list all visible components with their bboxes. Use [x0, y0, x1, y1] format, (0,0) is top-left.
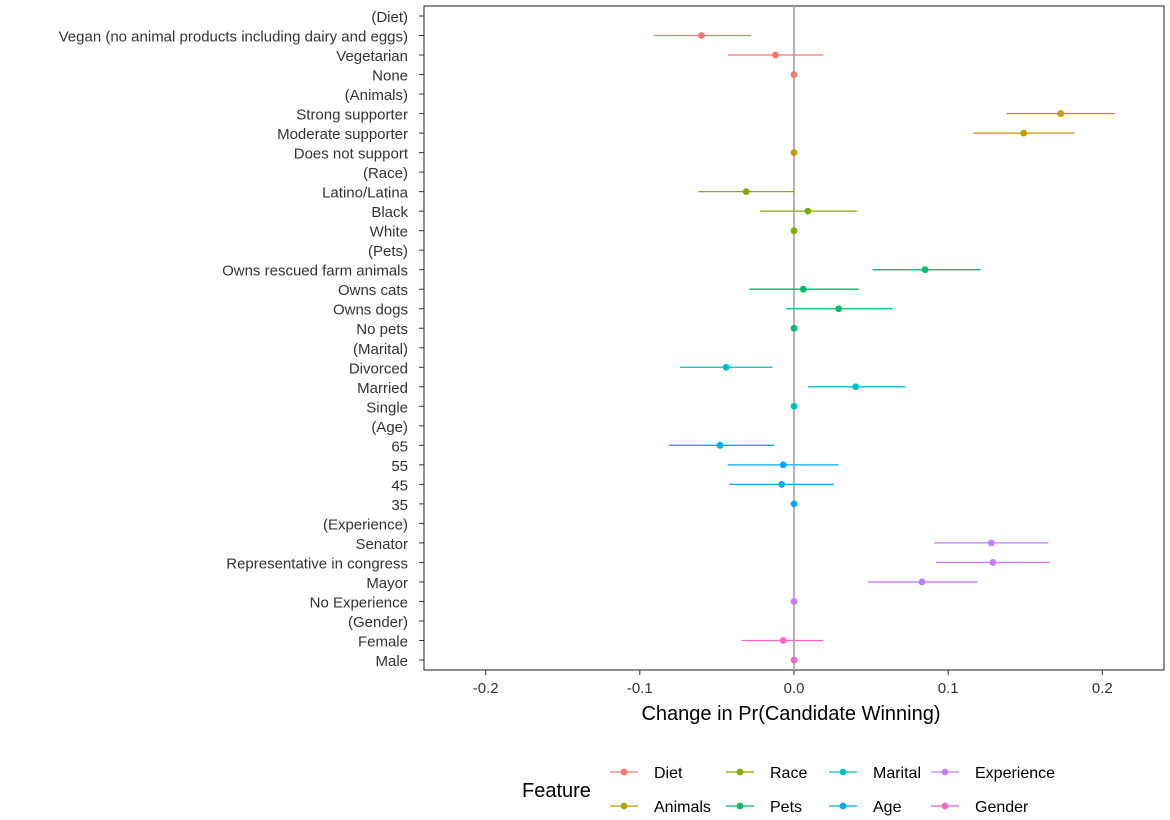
x-axis-title: Change in Pr(Candidate Winning) [641, 703, 940, 725]
point-estimate [779, 637, 787, 644]
legend-key-point [839, 802, 847, 810]
point-estimate [790, 656, 798, 664]
legend-key-point [620, 802, 628, 810]
point-estimate [852, 383, 860, 391]
point-estimate [1057, 110, 1065, 117]
y-tick-label: Strong supporter [296, 107, 408, 124]
legend: Feature Diet Race Marital Experience Animals… [522, 765, 1055, 816]
legend-entry-label: Gender [975, 799, 1029, 816]
y-tick-label: None [372, 68, 408, 85]
point-estimate [790, 598, 798, 605]
point-estimate [742, 188, 750, 196]
x-tick-label: -0.2 [473, 680, 499, 697]
y-tick-label: Vegetarian [336, 48, 408, 65]
point-estimate [790, 227, 798, 235]
y-axis-labels: (Diet) Vegan (no animal products includin… [59, 9, 424, 670]
y-tick-label: Senator [355, 536, 408, 553]
y-tick-label: (Marital) [353, 341, 408, 358]
y-tick-label: (Age) [371, 419, 408, 436]
y-tick-label: 65 [391, 438, 408, 455]
legend-key-point [941, 802, 949, 810]
y-tick-label: Owns dogs [333, 302, 408, 319]
point-estimate [779, 461, 787, 469]
y-tick-label: (Gender) [348, 614, 408, 631]
legend-entry-label: Marital [873, 765, 921, 782]
legend-key-point [941, 768, 949, 776]
y-tick-label: Representative in congress [226, 555, 408, 572]
y-tick-label: Owns cats [338, 282, 408, 299]
legend-entry-label: Diet [654, 765, 683, 782]
x-axis: -0.2 -0.1 0.0 0.1 0.2 [473, 670, 1113, 697]
y-tick-label: No Experience [310, 594, 408, 611]
point-estimate [987, 539, 995, 547]
point-estimate [772, 51, 779, 59]
x-tick-label: 0.0 [784, 680, 805, 697]
legend-entry-label: Race [770, 765, 807, 782]
legend-key-point [736, 768, 744, 776]
y-tick-label: Single [366, 399, 408, 416]
point-estimate [698, 32, 705, 39]
point-estimate [918, 578, 926, 586]
point-estimate [790, 324, 798, 332]
y-tick-label: (Animals) [345, 87, 408, 104]
point-estimate [716, 441, 724, 449]
x-tick-label: 0.2 [1092, 680, 1113, 697]
x-tick-label: -0.1 [627, 680, 653, 697]
point-estimate [1020, 129, 1028, 137]
y-tick-label: 55 [391, 458, 408, 475]
y-tick-label: No pets [356, 321, 408, 338]
y-tick-label: Married [357, 380, 408, 397]
y-tick-label: 35 [391, 497, 408, 514]
y-tick-label: (Pets) [368, 243, 408, 260]
y-tick-label: Latino/Latina [322, 185, 409, 202]
point-estimate [835, 305, 843, 313]
y-tick-label: Owns rescued farm animals [222, 263, 408, 280]
legend-key-point [839, 768, 847, 776]
y-tick-label: Female [358, 633, 408, 650]
y-tick-label: Black [371, 204, 408, 221]
y-tick-label: (Experience) [323, 516, 408, 533]
point-estimate [790, 149, 798, 157]
y-tick-label: Does not support [294, 146, 409, 163]
y-tick-label: Vegan (no animal products including dair… [59, 29, 408, 46]
legend-entry-label: Animals [654, 799, 711, 816]
point-estimate [778, 480, 786, 488]
y-tick-label: Mayor [366, 575, 408, 592]
point-estimate [804, 207, 812, 215]
y-tick-label: Moderate supporter [277, 126, 408, 143]
y-tick-label: Male [375, 653, 408, 670]
point-estimate [799, 285, 807, 293]
point-estimate [790, 500, 798, 508]
legend-key-point [736, 802, 744, 810]
point-estimate [790, 402, 798, 410]
legend-entry-label: Pets [770, 799, 802, 816]
legend-entry-label: Age [873, 799, 902, 816]
x-tick-label: 0.1 [938, 680, 959, 697]
legend-key-point [620, 768, 628, 776]
y-tick-label: White [370, 224, 408, 241]
legend-entry-label: Experience [975, 765, 1055, 782]
y-tick-label: Divorced [349, 360, 408, 377]
point-estimate [921, 266, 929, 274]
legend-title: Feature [522, 780, 591, 802]
point-estimate [790, 71, 798, 78]
point-estimate [989, 559, 997, 566]
point-layer [698, 32, 1065, 664]
y-tick-label: (Race) [363, 165, 408, 182]
y-tick-label: 45 [391, 477, 408, 494]
point-estimate [722, 363, 730, 371]
y-tick-label: (Diet) [371, 9, 408, 26]
